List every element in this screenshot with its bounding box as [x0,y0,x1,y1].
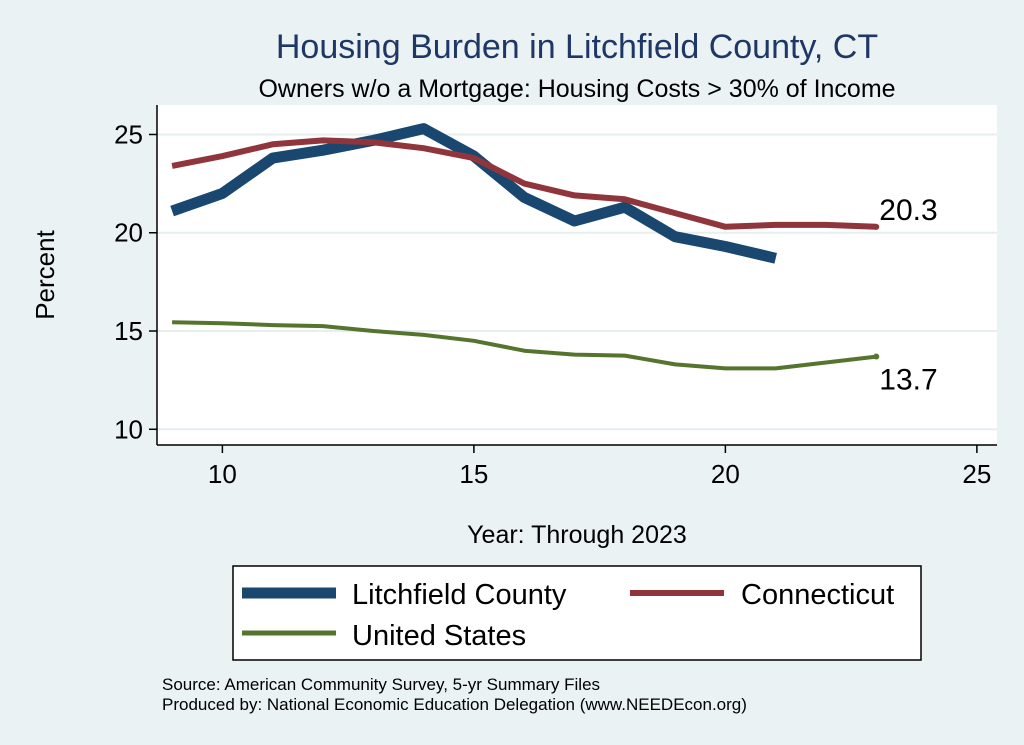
annotations: 20.3 13.7 [873,194,938,397]
legend: Litchfield County Connecticut United State… [242,579,894,652]
x-axis-label: Year: Through 2023 [467,521,687,549]
x-tick-label: 15 [459,459,488,489]
grid-lines [157,133,997,431]
legend-label-connecticut: Connecticut [741,579,894,611]
legend-label-litchfield-county: Litchfield County [352,579,567,611]
y-tick-label: 15 [114,316,143,346]
legend-box [232,565,922,661]
y-tick-label: 10 [114,414,143,444]
chart-subtitle: Owners w/o a Mortgage: Housing Costs > 3… [258,75,895,103]
series-lines [170,123,877,371]
y-tick-label: 20 [114,218,143,248]
source-note: Source: American Community Survey, 5-yr … [162,675,600,694]
x-tick-label: 10 [208,459,237,489]
legend-label-united-states: United States [352,620,526,652]
chart-title: Housing Burden in Litchfield County, CT [276,28,878,66]
y-tick-label: 25 [114,119,143,149]
series-line-united-states [172,320,877,371]
value-label: 20.3 [879,194,937,227]
producer-note: Produced by: National Economic Education… [162,695,747,714]
x-tick-label: 25 [962,459,991,489]
x-tick-label: 20 [711,459,740,489]
axes: 10 15 20 25 10 15 20 25 [114,105,997,489]
end-point-marker [873,223,880,230]
plot-area [157,105,997,445]
y-axis-label: Percent [30,229,60,319]
end-point-marker [873,353,880,360]
value-label: 13.7 [879,364,937,397]
series-line-connecticut [171,137,877,230]
